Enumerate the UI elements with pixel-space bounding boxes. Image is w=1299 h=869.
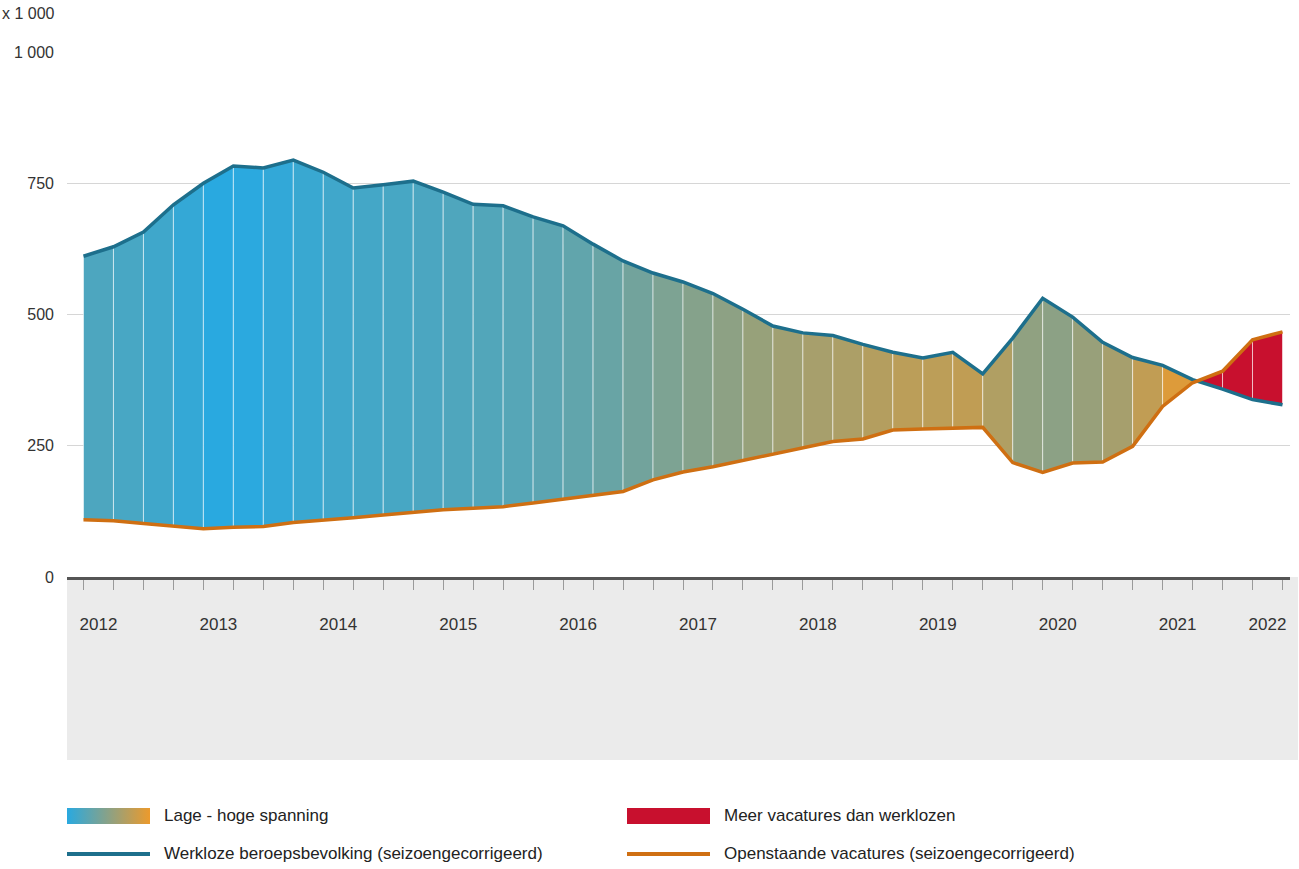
svg-text:500: 500 (27, 306, 54, 323)
svg-text:2016: 2016 (559, 615, 597, 634)
svg-text:2020: 2020 (1039, 615, 1077, 634)
svg-text:2015: 2015 (439, 615, 477, 634)
svg-text:2019: 2019 (919, 615, 957, 634)
svg-text:2012: 2012 (80, 615, 118, 634)
html-text:Lage - hoge spanning: Lage - hoge spanning (164, 806, 329, 825)
svg-text:2014: 2014 (319, 615, 357, 634)
svg-text:2013: 2013 (199, 615, 237, 634)
svg-text:0: 0 (45, 569, 54, 586)
svg-text:750: 750 (27, 175, 54, 192)
svg-text:1 000: 1 000 (14, 44, 54, 61)
svg-text:2021: 2021 (1159, 615, 1197, 634)
svg-text:x 1 000: x 1 000 (2, 5, 55, 22)
svg-text:2017: 2017 (679, 615, 717, 634)
svg-text:2022: 2022 (1249, 615, 1287, 634)
html-text:Werkloze beroepsbevolking (sei: Werkloze beroepsbevolking (seizoengecorr… (164, 844, 543, 863)
svg-text:250: 250 (27, 437, 54, 454)
svg-text:2018: 2018 (799, 615, 837, 634)
html-text:Meer vacatures dan werklozen: Meer vacatures dan werklozen (724, 806, 956, 825)
html-text:Openstaande vacatures (seizoen: Openstaande vacatures (seizoengecorrigee… (724, 844, 1075, 863)
